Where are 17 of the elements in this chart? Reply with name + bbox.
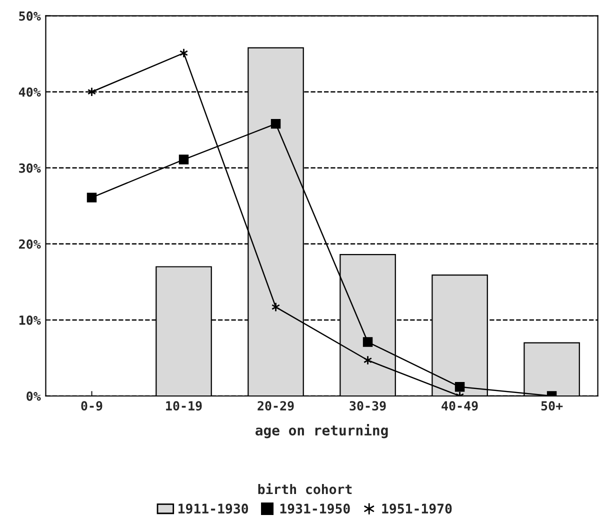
y-tick-label: 10% — [19, 315, 41, 325]
x-tick-label: 40-49 — [442, 401, 478, 411]
y-tick-label: 40% — [18, 87, 41, 97]
y-tick-label: 0% — [26, 391, 41, 401]
legend-title: birth cohort — [258, 483, 352, 494]
legend-label: 1951-1970 — [382, 504, 452, 514]
x-axis-title: age on returning — [256, 424, 388, 438]
x-tick-label: 50+ — [541, 401, 563, 411]
legend-label: 1931-1950 — [280, 504, 350, 514]
x-tick-label: 30-39 — [350, 401, 386, 411]
x-tick-label: 20-29 — [258, 401, 294, 411]
x-tick-label: 0-9 — [81, 401, 102, 411]
legend-label: 1911-1930 — [178, 504, 248, 514]
y-tick-label: 30% — [19, 163, 41, 173]
y-tick-label: 50% — [19, 11, 41, 21]
x-tick-label: 10-19 — [166, 401, 202, 411]
y-tick-label: 20% — [19, 239, 41, 249]
